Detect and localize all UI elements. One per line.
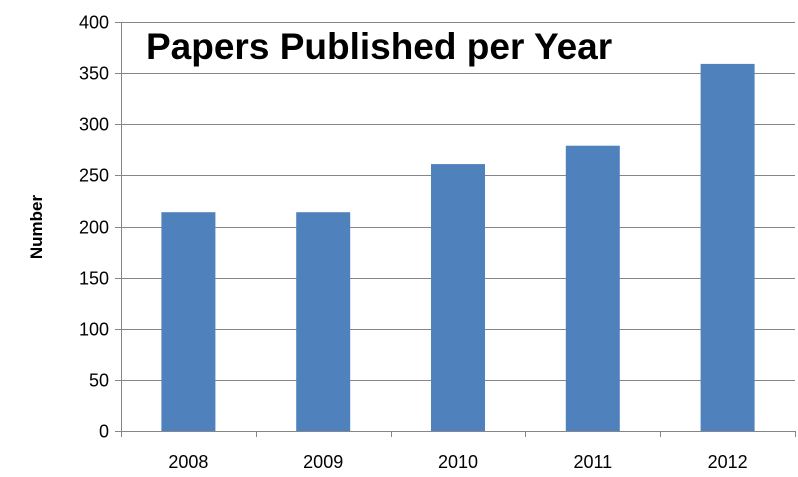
x-tick-label: 2009 [303, 452, 343, 472]
bar-2009 [296, 212, 351, 431]
y-tick-label: 250 [79, 166, 109, 186]
y-tick-label: 400 [79, 13, 109, 33]
bar-2008 [161, 212, 216, 431]
y-tick-label: 100 [79, 320, 109, 340]
chart-title: Papers Published per Year [146, 26, 612, 67]
y-tick-labels: 0 50 100 150 200 250 300 350 400 [79, 13, 109, 442]
y-tick-label: 300 [79, 115, 109, 135]
bar-2012 [700, 63, 755, 432]
x-tick-label: 2011 [573, 452, 612, 472]
bar-2010 [431, 164, 485, 431]
x-tick-label: 2008 [168, 452, 208, 472]
y-tick-label: 150 [79, 269, 109, 289]
x-tick-label: 2012 [708, 452, 748, 472]
y-tick-label: 350 [79, 64, 109, 84]
x-tick-label: 2010 [438, 452, 478, 472]
y-tick-label: 0 [99, 422, 109, 442]
bars [161, 63, 755, 432]
bar-2011 [565, 145, 620, 431]
y-tick-label: 200 [79, 218, 109, 238]
y-tick-label: 50 [89, 371, 109, 391]
x-tick-labels: 2008 2009 2010 2011 2012 [168, 452, 747, 472]
y-axis-title: Number [27, 195, 46, 260]
axes [115, 22, 796, 437]
